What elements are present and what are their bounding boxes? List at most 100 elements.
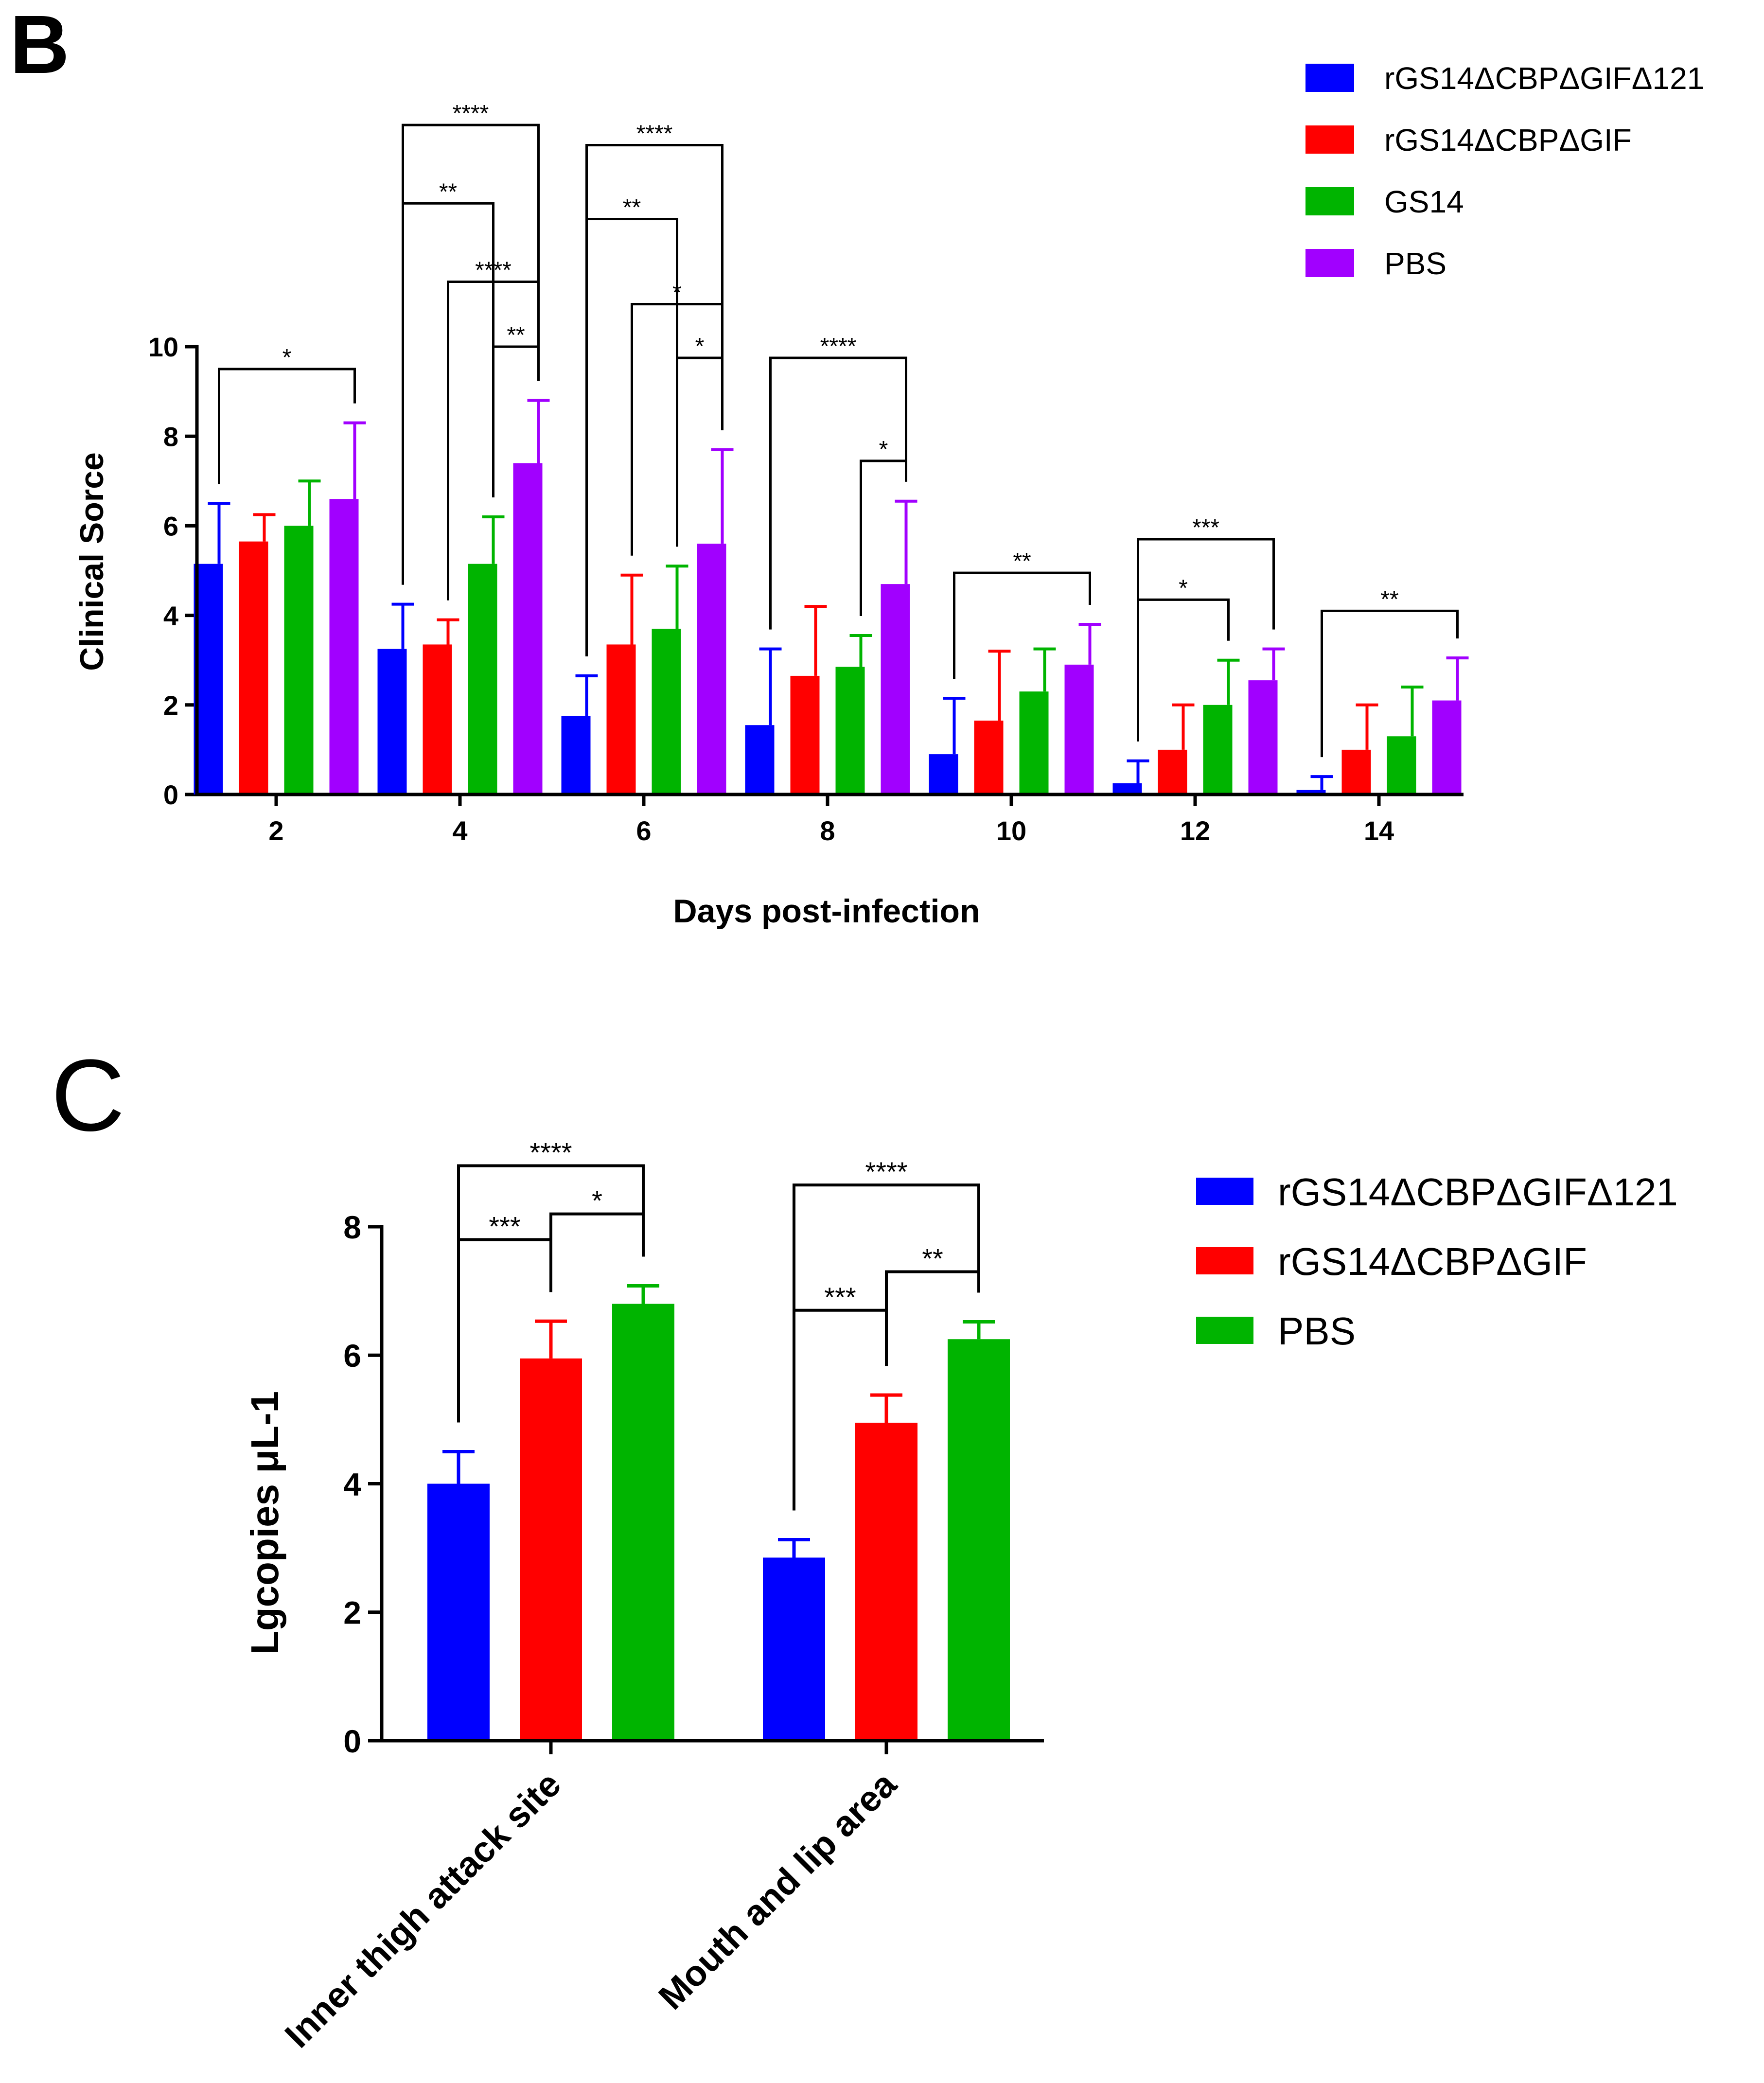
significance-label: *** — [824, 1282, 856, 1312]
bar-1-4 — [745, 725, 775, 794]
significance-label: ** — [1013, 548, 1031, 574]
significance-label: * — [672, 280, 682, 306]
y-tick-label: 6 — [343, 1338, 361, 1374]
bar-1-3 — [561, 716, 591, 794]
y-tick-label: 8 — [343, 1209, 361, 1245]
significance-bracket — [549, 1212, 645, 1292]
significance-label: ** — [1380, 586, 1398, 612]
legend-swatch-4 — [1305, 249, 1354, 277]
bar-3-7 — [1387, 736, 1416, 794]
significance-bracket — [447, 280, 540, 600]
bar-3-5 — [1019, 691, 1049, 794]
y-tick-label: 8 — [163, 421, 178, 452]
x-tick-label: 4 — [452, 815, 467, 846]
x-tick-label: 10 — [996, 815, 1026, 846]
significance-label: * — [695, 334, 705, 359]
significance-label: ** — [439, 179, 457, 205]
significance-label: **** — [865, 1156, 907, 1187]
bar-2-2 — [423, 644, 452, 794]
significance-label: ** — [922, 1243, 943, 1273]
legend-label-1: rGS14ΔCBPΔGIFΔ121 — [1278, 1170, 1678, 1214]
significance-label: * — [592, 1185, 602, 1216]
panel-c-bars — [427, 1304, 1010, 1741]
significance-bracket — [218, 368, 356, 484]
y-tick-label: 6 — [163, 511, 178, 542]
panel-c-letter: C — [51, 1038, 125, 1152]
panel-c-legend: rGS14ΔCBPΔGIFΔ121 rGS14ΔCBPΔGIF PBS — [1196, 1170, 1678, 1353]
x-tick-label: 6 — [636, 815, 651, 846]
bar-1-6 — [1112, 783, 1142, 794]
significance-label: **** — [475, 257, 512, 283]
significance-label: ** — [507, 322, 525, 348]
legend-swatch-2 — [1305, 125, 1354, 154]
x-tick-label: Mouth and lip area — [651, 1764, 904, 2017]
bar-1-7 — [1296, 790, 1326, 794]
bar-3-4 — [835, 667, 865, 794]
significance-bracket — [1321, 609, 1459, 758]
bar-2-5 — [974, 721, 1004, 794]
panel-c-x-ticks: Inner thigh attack site Mouth and lip are… — [277, 1741, 904, 2055]
y-tick-label: 4 — [163, 600, 178, 631]
panel-b-error-bars — [208, 399, 1469, 790]
significance-label: *** — [489, 1211, 520, 1241]
bar-3-2 — [468, 564, 497, 794]
bar-2-7 — [1341, 749, 1371, 794]
bar-3-1 — [284, 526, 314, 794]
x-tick-label: 8 — [820, 815, 835, 846]
panel-b-y-ticks: 0 2 4 6 8 10 — [148, 332, 197, 810]
x-tick-label: Inner thigh attack site — [277, 1764, 569, 2056]
panel-c-error-bars — [442, 1284, 995, 1558]
x-tick-label: 14 — [1364, 815, 1394, 846]
panel-b-legend: rGS14ΔCBPΔGIFΔ121 rGS14ΔCBPΔGIF GS14 PBS — [1305, 61, 1704, 281]
panel-b-xlabel: Days post-infection — [673, 893, 980, 930]
panel-b-bars — [194, 463, 1462, 794]
panel-b-letter: B — [10, 0, 70, 91]
bar-3-1 — [612, 1304, 674, 1741]
panel-b-ylabel: Clinical Sorce — [73, 452, 110, 671]
significance-bracket — [885, 1270, 980, 1366]
significance-bracket — [492, 345, 540, 497]
bar-2-6 — [1158, 749, 1187, 794]
panel-b-axes — [195, 345, 1464, 796]
bar-4-4 — [881, 584, 910, 794]
significance-label: * — [282, 345, 292, 371]
significance-label: * — [879, 437, 888, 462]
legend-swatch-3 — [1196, 1317, 1253, 1344]
bar-4-6 — [1248, 680, 1278, 794]
legend-label-1: rGS14ΔCBPΔGIFΔ121 — [1384, 61, 1704, 96]
significance-label: **** — [453, 101, 489, 126]
significance-label: **** — [636, 121, 673, 147]
bar-1-2 — [763, 1557, 825, 1741]
legend-label-3: PBS — [1278, 1309, 1356, 1353]
significance-label: ** — [623, 195, 641, 221]
legend-swatch-1 — [1196, 1178, 1253, 1205]
bar-4-7 — [1432, 700, 1462, 794]
y-tick-label: 4 — [343, 1466, 361, 1502]
panel-b-x-ticks: 2 4 6 8 10 12 14 — [268, 794, 1394, 846]
legend-swatch-1 — [1305, 64, 1354, 92]
legend-label-4: PBS — [1384, 246, 1446, 281]
bar-1-1 — [427, 1483, 490, 1741]
y-tick-label: 0 — [163, 779, 178, 810]
legend-label-3: GS14 — [1384, 184, 1464, 219]
panel-c: C Lgcopies μL-1 0 2 4 6 8 Inner thigh attack… — [51, 1038, 1678, 2055]
x-tick-label: 2 — [268, 815, 283, 846]
bar-3-3 — [652, 629, 681, 794]
significance-bracket — [953, 571, 1091, 679]
bar-2-1 — [520, 1358, 582, 1741]
significance-label: **** — [820, 334, 857, 359]
bar-3-2 — [948, 1339, 1010, 1741]
panel-c-significance: ***************** — [457, 1137, 980, 1511]
y-tick-label: 2 — [163, 690, 178, 721]
bar-4-3 — [697, 544, 726, 794]
panel-c-y-ticks: 0 2 4 6 8 — [343, 1209, 382, 1759]
legend-label-2: rGS14ΔCBPΔGIF — [1278, 1240, 1587, 1283]
significance-bracket — [860, 459, 907, 617]
bar-4-1 — [329, 499, 359, 794]
bar-2-2 — [855, 1422, 917, 1741]
significance-label: **** — [529, 1137, 572, 1167]
x-tick-label: 12 — [1180, 815, 1210, 846]
bar-1-5 — [929, 754, 958, 794]
bar-2-3 — [606, 644, 636, 794]
